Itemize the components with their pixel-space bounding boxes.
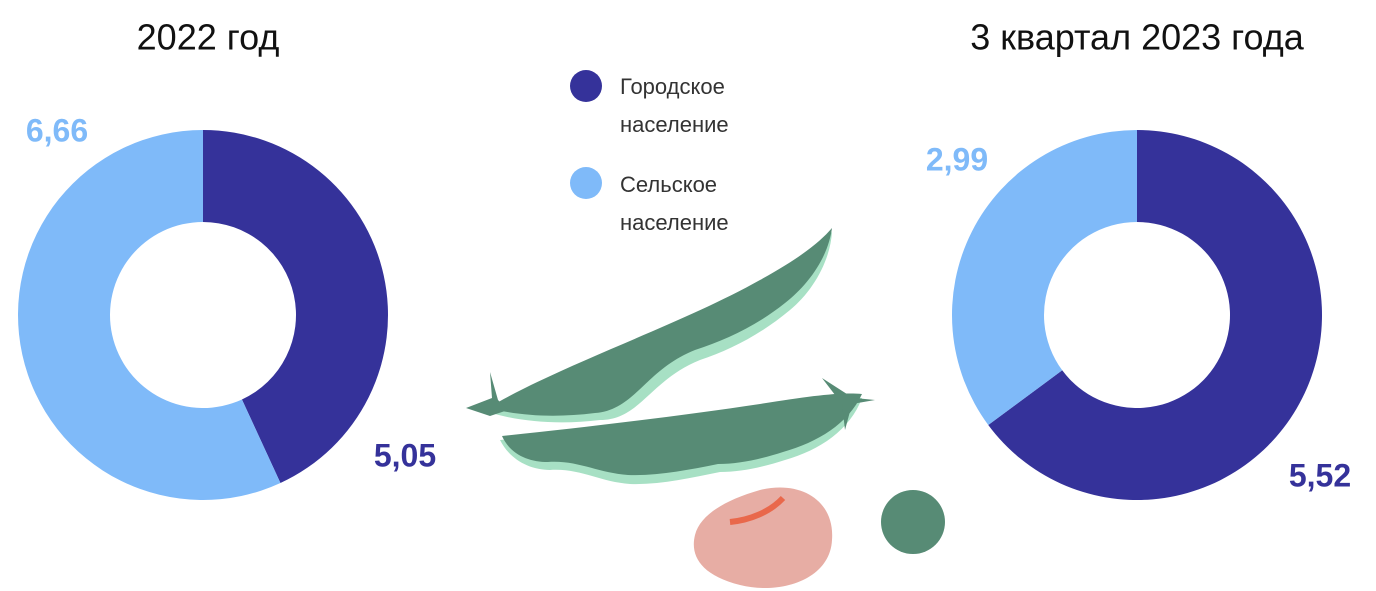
donut-segment: [952, 130, 1137, 426]
legend-marker: [570, 70, 602, 102]
chart-title: 2022 год: [137, 17, 280, 58]
data-label: 6,66: [26, 112, 88, 148]
data-label: 2,99: [926, 141, 988, 177]
donut-segment: [203, 130, 389, 484]
legend-label: Сельское население: [620, 172, 729, 235]
donut-segment: [988, 130, 1323, 500]
decoration: [466, 228, 945, 588]
donut-segment: [18, 130, 281, 500]
legend-label: Городское население: [620, 74, 729, 137]
chart-title: 3 квартал 2023 года: [970, 17, 1305, 58]
data-label: 5,52: [1289, 457, 1351, 493]
data-label: 5,05: [374, 437, 436, 473]
legend-marker: [570, 167, 602, 199]
